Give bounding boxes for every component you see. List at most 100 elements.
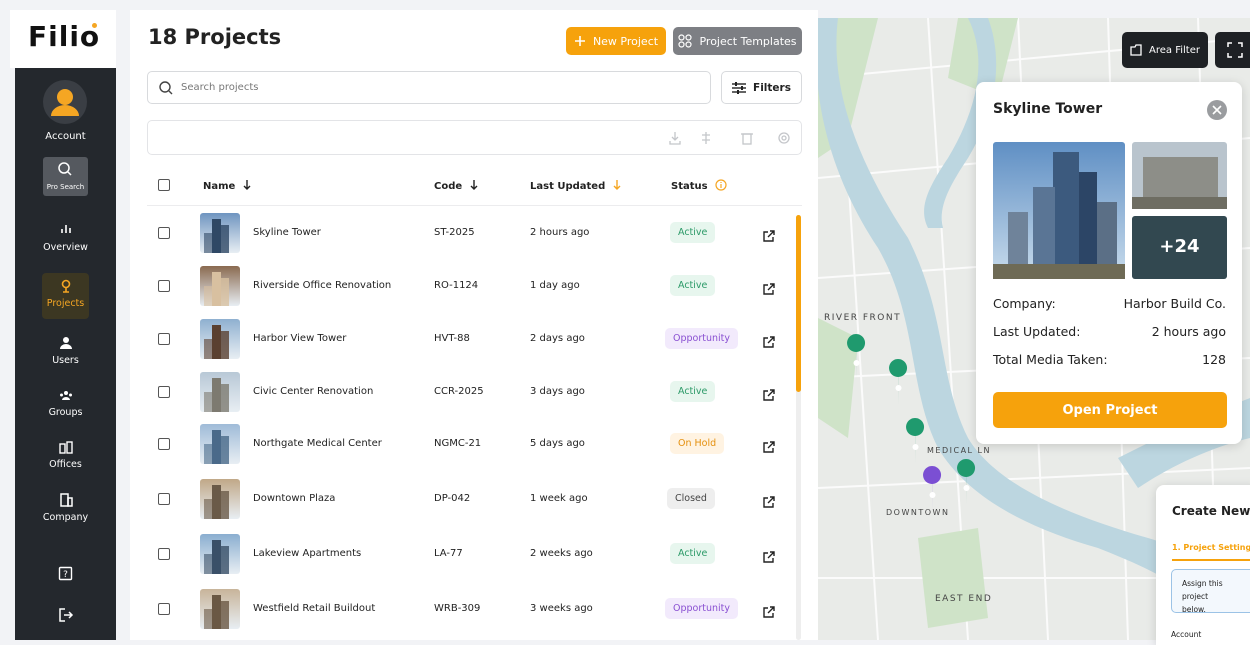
- map-pins[interactable]: [847, 334, 976, 512]
- row-checkbox[interactable]: [158, 603, 170, 615]
- last-updated: 3 weeks ago: [530, 603, 593, 614]
- sort-icon[interactable]: [469, 179, 479, 193]
- account-label[interactable]: Account: [45, 131, 86, 142]
- main-panel: [130, 10, 818, 640]
- map-label: DOWNTOWN: [886, 508, 950, 517]
- status-badge: Closed: [667, 488, 715, 509]
- column-header[interactable]: Last Updated: [530, 179, 622, 193]
- project-code: NGMC-21: [434, 438, 482, 449]
- templates-button[interactable]: Project Templates: [673, 27, 802, 55]
- open-link[interactable]: [763, 333, 775, 352]
- media-label: Total Media Taken:: [993, 352, 1108, 367]
- hint-box: Assign this project below.: [1171, 569, 1250, 614]
- project-name[interactable]: Northgate Medical Center: [253, 438, 382, 449]
- open-project-button[interactable]: Open Project: [993, 392, 1227, 428]
- nav-item[interactable]: Groups: [15, 388, 116, 418]
- filters-button[interactable]: Filters: [721, 71, 802, 104]
- column-header[interactable]: Status: [671, 179, 727, 194]
- project-name[interactable]: Westfield Retail Buildout: [253, 603, 376, 614]
- nav-label: Users: [52, 355, 79, 366]
- row-thumbnail: [200, 372, 240, 412]
- project-name[interactable]: Riverside Office Renovation: [253, 280, 392, 291]
- open-link[interactable]: [763, 438, 775, 457]
- project-code: HVT-88: [434, 333, 470, 344]
- nav-label: Projects: [46, 298, 85, 309]
- project-name[interactable]: Civic Center Renovation: [253, 386, 374, 397]
- search-placeholder: Search projects: [181, 82, 259, 93]
- row-checkbox[interactable]: [158, 493, 170, 505]
- open-link[interactable]: [763, 280, 775, 299]
- create-account: Account: [1171, 630, 1202, 639]
- column-header-label: Name: [203, 180, 236, 192]
- sort-icon[interactable]: [612, 179, 622, 193]
- create-hint: Assign this project below.: [1182, 579, 1223, 614]
- popup-title: Skyline Tower: [993, 101, 1103, 117]
- last-updated: 1 day ago: [530, 280, 580, 291]
- column-header-label: Code: [434, 180, 463, 192]
- project-code: WRB-309: [434, 603, 481, 614]
- open-link[interactable]: [763, 386, 775, 405]
- close-button[interactable]: [1207, 100, 1227, 120]
- row-checkbox[interactable]: [158, 438, 170, 450]
- nav-label: Overview: [43, 242, 88, 253]
- popup-gallery[interactable]: [993, 142, 1227, 279]
- row-checkbox[interactable]: [158, 280, 170, 292]
- new-project-button[interactable]: New Project: [566, 27, 666, 55]
- fullscreen-button[interactable]: [1215, 32, 1250, 68]
- svg-text:?: ?: [63, 570, 68, 580]
- search-box[interactable]: Search projects: [147, 71, 711, 104]
- project-name[interactable]: Harbor View Tower: [253, 333, 347, 344]
- logo-area: [10, 10, 116, 68]
- logout-icon[interactable]: [58, 607, 74, 623]
- open-link[interactable]: [763, 603, 775, 622]
- nav-item[interactable]: Company: [15, 493, 116, 523]
- column-header[interactable]: Name: [203, 179, 252, 193]
- open-project-label: Open Project: [1062, 402, 1158, 418]
- last-updated: 2 weeks ago: [530, 548, 593, 559]
- nav-label: Groups: [48, 407, 83, 418]
- column-header[interactable]: Code: [434, 179, 479, 193]
- sort-icon[interactable]: [242, 179, 252, 193]
- company-label: Company:: [993, 296, 1056, 311]
- open-link[interactable]: [763, 493, 775, 512]
- media-value: 128: [1202, 352, 1226, 367]
- column-header-label: Last Updated: [530, 180, 606, 192]
- open-link[interactable]: [763, 548, 775, 567]
- row-checkbox[interactable]: [158, 333, 170, 345]
- row-thumbnail: [200, 589, 240, 629]
- row-checkbox[interactable]: [158, 548, 170, 560]
- row-checkbox[interactable]: [158, 227, 170, 239]
- avatar[interactable]: [43, 80, 87, 124]
- status-badge: On Hold: [670, 433, 725, 454]
- row-thumbnail: [200, 479, 240, 519]
- nav-item[interactable]: Projects: [15, 279, 116, 309]
- status-badge: Opportunity: [665, 328, 739, 349]
- nav-item[interactable]: Overview: [15, 223, 116, 253]
- status-badge: Active: [670, 275, 716, 296]
- nav-item[interactable]: Users: [15, 336, 116, 366]
- pro-search[interactable]: Pro Search: [43, 157, 88, 196]
- header-divider: [147, 205, 802, 206]
- last-updated: 2 hours ago: [530, 227, 590, 238]
- project-name[interactable]: Lakeview Apartments: [253, 548, 362, 559]
- project-name[interactable]: Skyline Tower: [253, 227, 321, 238]
- help-icon[interactable]: ?: [58, 566, 74, 582]
- row-checkbox[interactable]: [158, 386, 170, 398]
- more-media[interactable]: +24: [1159, 236, 1200, 257]
- create-panel: Create New P 1. Project Settings Assign …: [1156, 485, 1250, 645]
- row-thumbnail: [200, 213, 240, 253]
- scroll-thumb[interactable]: [796, 215, 801, 392]
- sort-icon[interactable]: [714, 179, 727, 194]
- pro-search-label: Pro Search: [46, 183, 85, 191]
- last-updated: 3 days ago: [530, 386, 585, 397]
- area-filter-button[interactable]: Area Filter: [1122, 32, 1208, 68]
- nav-label: Company: [42, 512, 89, 523]
- map-label: RIVER FRONT: [824, 313, 902, 323]
- project-name[interactable]: Downtown Plaza: [253, 493, 336, 504]
- last-updated: 1 week ago: [530, 493, 588, 504]
- select-all-checkbox[interactable]: [158, 179, 170, 191]
- row-thumbnail: [200, 424, 240, 464]
- open-link[interactable]: [763, 227, 775, 246]
- nav-item[interactable]: Offices: [15, 440, 116, 470]
